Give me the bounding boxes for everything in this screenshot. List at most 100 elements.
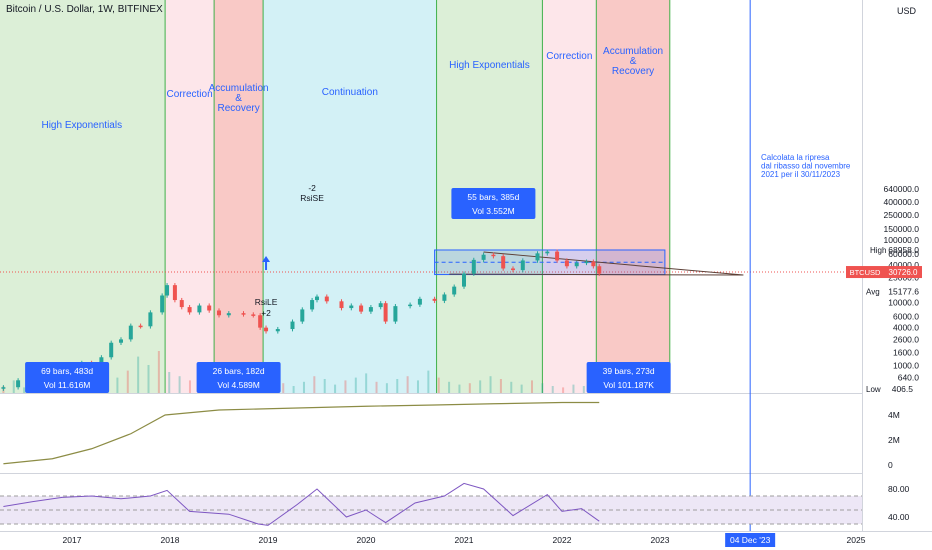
phase-label: Correction xyxy=(546,51,592,62)
candle-body xyxy=(383,303,388,322)
volume-bar xyxy=(531,380,534,393)
candle-body xyxy=(16,380,21,388)
candle-body xyxy=(442,294,447,301)
low-label: Low xyxy=(866,385,881,394)
candle-body xyxy=(545,251,550,254)
volume-bar xyxy=(396,379,399,393)
rsi-le-label: RsiLE xyxy=(255,297,278,307)
candle-body xyxy=(99,357,104,366)
candle-body xyxy=(462,273,466,287)
high-label: High xyxy=(870,246,886,255)
candle-body xyxy=(491,254,496,257)
candle-body xyxy=(591,261,596,267)
volume-bar xyxy=(137,356,140,393)
obv-axis-tick: 2M xyxy=(888,435,900,445)
forecast-note: dal ribasso dal novembre xyxy=(761,162,851,171)
measure-box: 55 bars, 385d Vol 3.552M xyxy=(451,188,536,219)
currency-label: USD xyxy=(897,6,917,16)
time-axis-tick: 2022 xyxy=(553,535,572,545)
phase-zone xyxy=(542,0,597,393)
high-value: 68958.0 xyxy=(888,245,919,255)
candle-body xyxy=(511,268,515,271)
price-axis-tick: 1600.0 xyxy=(893,348,919,358)
volume-bar xyxy=(344,380,347,393)
time-axis-tick: 2021 xyxy=(455,535,474,545)
last-price-value: 30726.0 xyxy=(889,268,918,277)
price-axis-tick: 640.0 xyxy=(898,373,920,383)
price-axis-tick: 60000.0 xyxy=(888,249,919,259)
volume-bar xyxy=(147,365,150,393)
candle-body xyxy=(408,304,413,307)
candle-body xyxy=(148,312,153,327)
candle-body xyxy=(310,300,315,310)
volume-bar xyxy=(572,384,575,393)
candle-body xyxy=(160,295,165,313)
price-axis-tick: 1000.0 xyxy=(893,360,919,370)
measure-box-bg xyxy=(196,362,281,393)
measure-volume-label: Vol 4.589M xyxy=(217,380,260,390)
measure-bars-label: 39 bars, 273d xyxy=(603,366,655,376)
volume-bar xyxy=(562,387,565,393)
volume-bar xyxy=(489,376,492,393)
candle-body xyxy=(339,301,344,309)
obv-axis-tick: 0 xyxy=(888,460,893,470)
measure-box-bg xyxy=(25,362,110,393)
time-axis-tick: 2018 xyxy=(161,535,180,545)
candle-body xyxy=(584,261,589,264)
candle-body xyxy=(119,339,123,343)
rsi-axis-tick: 80.00 xyxy=(888,484,910,494)
measure-bars-label: 69 bars, 483d xyxy=(41,366,93,376)
candle-body xyxy=(349,305,354,309)
phase-zone xyxy=(0,0,166,393)
candle-body xyxy=(264,327,269,332)
candle-body xyxy=(393,306,398,322)
phase-label: High Exponentials xyxy=(41,120,122,131)
price-axis-tick: 100000.0 xyxy=(884,235,920,245)
measure-box-bg xyxy=(451,188,536,219)
candle-body xyxy=(300,309,305,322)
volume-bar xyxy=(188,380,191,393)
volume-bar xyxy=(385,383,388,393)
candle-body xyxy=(207,305,212,311)
volume-bar xyxy=(354,377,357,393)
phase-label: Accumulation & Recovery xyxy=(209,83,269,114)
volume-bar xyxy=(468,383,471,393)
candle-body xyxy=(275,329,280,332)
time-axis-tick: 2017 xyxy=(63,535,82,545)
candle-body xyxy=(179,300,184,308)
rsi-le-value: +2 xyxy=(261,308,271,318)
candle-body xyxy=(378,303,383,308)
measure-box: 69 bars, 483d Vol 11.616M xyxy=(25,362,110,393)
volume-bar xyxy=(448,381,451,393)
price-axis-tick: 400000.0 xyxy=(884,197,920,207)
candle-body xyxy=(501,256,506,269)
price-candles xyxy=(1,249,602,391)
candle-body xyxy=(128,325,133,340)
phase-zone xyxy=(165,0,215,393)
price-axis-tick: 250000.0 xyxy=(884,210,920,220)
candle-body xyxy=(187,307,192,313)
price-axis-tick: 640000.0 xyxy=(884,184,920,194)
phase-zones xyxy=(0,0,670,393)
obv-axis-tick: 4M xyxy=(888,410,900,420)
volume-bar xyxy=(499,379,502,393)
volume-bar xyxy=(12,380,15,393)
candle-body xyxy=(315,296,319,301)
chart-title: Bitcoin / U.S. Dollar, 1W, BITFINEX xyxy=(6,4,163,15)
volume-bar xyxy=(365,373,368,393)
volume-bar xyxy=(510,381,513,393)
candle-body xyxy=(290,321,295,330)
candle-body xyxy=(452,286,457,295)
measure-volume-label: Vol 101.187K xyxy=(603,380,654,390)
phase-label: High Exponentials xyxy=(449,60,530,71)
candle-body xyxy=(138,325,143,328)
price-axis-tick: 40000.0 xyxy=(888,260,919,270)
candle-body xyxy=(471,259,476,274)
volume-bar xyxy=(116,377,119,393)
phase-zone xyxy=(263,0,437,393)
forecast-note: 2021 per il 30/11/2023 xyxy=(761,170,841,179)
candle-body xyxy=(432,298,437,301)
symbol-tag-bg xyxy=(846,266,884,279)
volume-bar xyxy=(375,381,378,393)
